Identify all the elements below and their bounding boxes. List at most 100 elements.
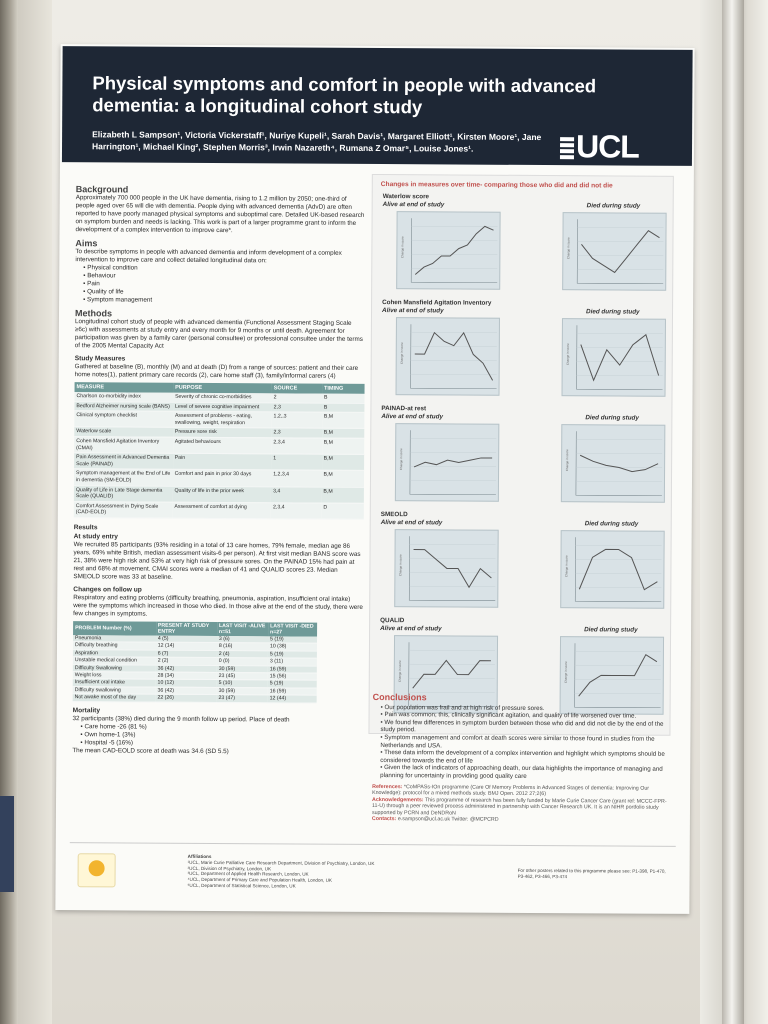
table-cell: 30 (59) <box>216 687 268 696</box>
chart-gridline <box>411 254 498 255</box>
chart-gridline <box>410 360 497 361</box>
chart-gridline <box>576 439 663 440</box>
aims-text: To describe symptoms in people with adva… <box>75 248 342 265</box>
chart-svg: Change in score <box>400 218 498 284</box>
chart-subtitle: Died during study <box>584 520 639 528</box>
references: References: *CoMPASs-IOn programme (Care… <box>372 784 668 825</box>
changes-text: Respiratory and eating problems (difficu… <box>73 594 363 618</box>
chart-gridline <box>410 466 497 467</box>
chart-ylabel: Change in score <box>566 343 570 365</box>
chart-svg: Change in score <box>400 324 497 390</box>
chart-gridline <box>409 586 496 587</box>
chart-svg: Change in score <box>566 325 663 391</box>
chart-gridline <box>408 678 495 679</box>
chart-gridline <box>411 226 498 227</box>
chart-title: Waterlow score <box>382 193 430 201</box>
conclusions: Conclusions Our population was frail and… <box>372 691 669 825</box>
chart-gridline <box>576 375 663 376</box>
poster-authors: Elizabeth L Sampson¹, Victoria Vickersta… <box>91 129 542 154</box>
references-label: References: <box>372 783 403 790</box>
chart-gridline <box>410 346 497 347</box>
chart-svg: Change in score <box>566 219 664 285</box>
table-cell: Insufficient oral intake <box>72 679 156 687</box>
chart-title: QUALID <box>380 617 405 625</box>
line-chart: Change in score <box>394 529 499 608</box>
table-cell: Clinical symptom checklist <box>74 410 174 428</box>
table-cell: 10 (38) <box>267 643 317 651</box>
list-item: We found few differences in symptom burd… <box>380 719 668 736</box>
chart-series-line <box>578 653 658 697</box>
affiliation-line: ³UCL, Department of Applied Health Resea… <box>187 871 309 877</box>
table-cell: 5 (19) <box>267 650 317 659</box>
chart-gridline <box>576 333 663 334</box>
chart-ylabel: Change in score <box>565 449 569 471</box>
table-cell: B,M <box>321 438 365 455</box>
chart-svg: Change in score <box>564 643 661 709</box>
chart-ylabel: Change in score <box>399 448 403 470</box>
table-cell: Not awake most of the day <box>72 693 156 702</box>
chart-gridline <box>409 572 496 573</box>
chart-series-line <box>414 331 494 381</box>
chart-gridline <box>577 255 664 256</box>
chart-gridline <box>574 679 661 680</box>
table-cell: 22 (26) <box>155 694 217 703</box>
table-cell: Difficulty Swallowing <box>72 664 156 673</box>
table-row: Cohen Mansfield Agitation Inventory (CMA… <box>74 436 365 455</box>
table-cell: 1,2,,3 <box>271 412 322 429</box>
table-cell: 2,3,4 <box>271 437 322 455</box>
table-cell: Symptom management at the End of Life in… <box>73 469 173 486</box>
chart-gridline <box>410 452 497 453</box>
table-cell: Comfort and pain in prior 30 days <box>172 469 272 487</box>
conclusions-heading: Conclusions <box>372 691 427 703</box>
table-cell: B,M <box>321 486 364 504</box>
list-item: Given the lack of indicators of approach… <box>380 764 668 781</box>
poster-footer: Affiliations ¹UCL, Marie Curie Palliativ… <box>69 842 676 902</box>
chart-gridline <box>577 269 664 270</box>
table-cell: 16 (59) <box>267 687 317 696</box>
chart-subtitle: Died during study <box>586 308 640 316</box>
chart-svg: Change in score <box>564 537 662 603</box>
table-cell: Comfort Assessment in Dying Scale (CAD-E… <box>73 501 173 519</box>
chart-subtitle: Alive at end of study <box>380 519 443 527</box>
chart-title: PAINAD-at rest <box>381 405 427 413</box>
chart-svg: Change in score <box>565 431 663 497</box>
chart-ylabel: Change in score <box>398 660 402 682</box>
chart-series-line <box>413 457 493 468</box>
table-cell: Cohen Mansfield Agitation Inventory (CMA… <box>74 436 173 454</box>
table-cell: 5 (10) <box>216 679 268 688</box>
table-cell: 16 (59) <box>267 665 317 674</box>
table-cell: B,M <box>321 412 365 429</box>
chart-series-line <box>581 230 660 274</box>
ucl-logo: UCL <box>575 128 639 165</box>
affiliations: Affiliations ¹UCL, Marie Curie Palliativ… <box>187 854 517 891</box>
line-chart: Change in score <box>560 424 666 503</box>
chart-gridline <box>408 692 495 693</box>
chart-gridline <box>408 650 495 651</box>
adjacent-poster-edge <box>0 796 14 892</box>
chart-gridline <box>576 453 663 454</box>
chart-series-line <box>580 333 660 382</box>
measures-text: Gathered at baseline (B), monthly (M) an… <box>74 363 359 380</box>
table-header: SOURCE <box>271 383 323 394</box>
poster-title: Physical symptoms and comfort in people … <box>92 72 597 118</box>
table-cell: 5 (19) <box>267 680 317 688</box>
contacts-text: e.sampson@ucl.ac.uk Twitter: @MCPCRD <box>397 816 499 823</box>
table-header: PURPOSE <box>173 382 272 394</box>
table-row: Quality of Life in Late Stage dementia S… <box>73 485 364 504</box>
table-cell: B,M <box>321 428 365 439</box>
table-header: PRESENT AT STUDY ENTRY <box>155 621 217 636</box>
marie-curie-logo-icon <box>77 853 116 888</box>
chart-subtitle: Died during study <box>584 626 638 634</box>
table-cell: Pressure sore risk <box>172 427 272 438</box>
table-cell: 15 (56) <box>267 672 317 681</box>
line-chart: Change in score <box>395 317 500 396</box>
chart-gridline <box>411 240 498 241</box>
table-cell: 2 <box>271 393 323 403</box>
table-cell: B <box>321 402 365 413</box>
chart-gridline <box>575 481 662 482</box>
list-item: These data inform the development of a c… <box>380 749 668 766</box>
table-header: PROBLEM Number (%) <box>73 621 156 636</box>
table-cell: 3 (11) <box>267 657 317 666</box>
chart-series-line <box>578 548 658 591</box>
table-cell: Assessment of problems - eating, swallow… <box>172 411 272 429</box>
